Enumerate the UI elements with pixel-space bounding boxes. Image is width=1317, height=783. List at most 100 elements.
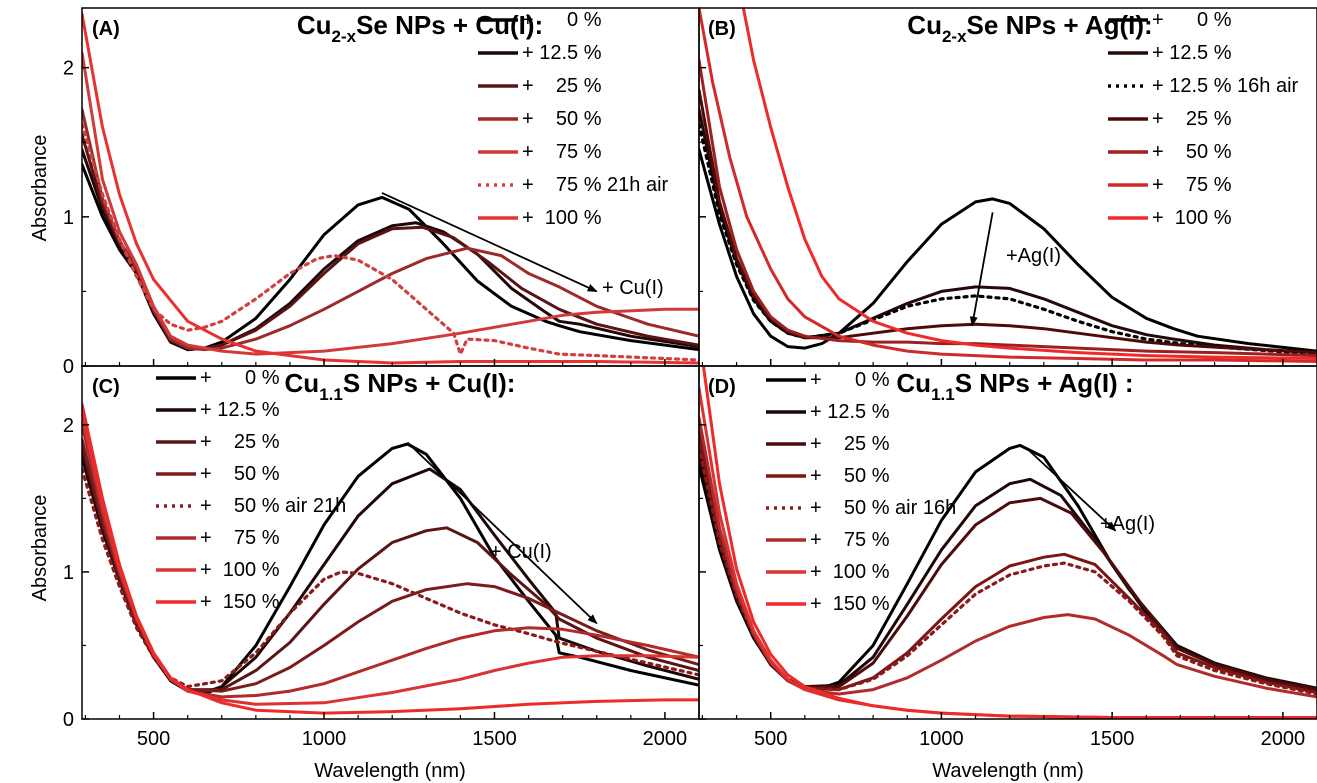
panel-title: Cu2-xSe NPs + Ag(I):: [907, 10, 1152, 46]
panel-title: Cu1.1S NPs + Cu(I):: [285, 368, 516, 404]
trend-arrow: [406, 441, 598, 625]
legend-label-6: + 100 %: [810, 561, 890, 583]
panel-letter: (C): [92, 376, 120, 398]
title-rest: S NPs + Ag(I) :: [955, 368, 1134, 398]
legend-label-5: + 75 % 21h air: [522, 174, 669, 196]
series-line-4: [699, 58, 1317, 358]
series-line-4: [82, 51, 699, 356]
x-axis-title-right: Wavelength (nm): [932, 760, 1084, 782]
legend-label-2: + 25 %: [200, 431, 280, 453]
legend-label-2: + 12.5 % 16h air: [1152, 75, 1299, 97]
y-tick-label: 1: [63, 562, 74, 584]
annotation-label: +Ag(I): [1100, 513, 1155, 535]
x-tick-label: 500: [137, 728, 170, 750]
x-tick-label: 1500: [472, 728, 517, 750]
legend-label-7: + 150 %: [810, 593, 890, 615]
panel-title: Cu2-xSe NPs + Cu(I):: [297, 10, 543, 46]
series-line-7: [82, 402, 699, 715]
panel-letter: (B): [708, 18, 736, 40]
series-line-3: [699, 88, 1317, 355]
legend-label-1: + 12.5 %: [810, 401, 890, 423]
legend-label-3: + 50 %: [810, 465, 890, 487]
trend-arrow: [1026, 447, 1117, 532]
annotation-label: + Cu(I): [490, 541, 552, 563]
y-axis-title-top: Absorbance: [29, 135, 51, 242]
legend-label-0: + 0 %: [200, 367, 280, 389]
title-main: Cu: [907, 10, 942, 40]
x-tick-label: 2000: [1261, 728, 1306, 750]
legend: + 0 % + 12.5 % + 12.5 % 16h air + 25 % + 50 …: [1108, 9, 1299, 229]
legend-label-5: + 75 %: [1152, 174, 1232, 196]
legend-label-5: + 75 %: [200, 527, 280, 549]
series-line-6: [82, 12, 699, 365]
series-group: [699, 366, 1317, 719]
legend-label-4: + 50 %: [1152, 141, 1232, 163]
legend-label-6: + 100 %: [522, 207, 602, 229]
legend: + 0 % + 12.5 % + 25 % + 50 % + 75 % + 75 % 21…: [478, 9, 669, 229]
title-rest: S NPs + Cu(I):: [343, 368, 516, 398]
y-tick-label: 2: [63, 415, 74, 437]
title-main: Cu: [285, 368, 320, 398]
series-line-3: [699, 430, 1317, 694]
x-tick-label: 1000: [919, 728, 964, 750]
series-group: [82, 402, 699, 715]
chart-panel-0: 012(A) Cu2-xSe NPs + Cu(I):+ 0 %+ 12.5 %+…: [63, 7, 700, 378]
legend-label-0: + 0 %: [810, 369, 890, 391]
legend-label-4: + 75 %: [522, 141, 602, 163]
legend-label-7: + 150 %: [200, 591, 280, 613]
trend-arrow: [381, 192, 598, 293]
legend-label-6: + 100 %: [1152, 207, 1232, 229]
series-line-4: [82, 467, 699, 689]
legend-label-0: + 0 %: [1152, 9, 1232, 31]
legend-label-4: + 50 % air 21h: [200, 495, 346, 517]
legend-label-1: + 12.5 %: [522, 42, 602, 64]
x-tick-label: 1500: [1090, 728, 1135, 750]
panel-title: Cu1.1S NPs + Ag(I) :: [896, 368, 1133, 404]
y-tick-label: 1: [63, 207, 74, 229]
y-tick-label: 0: [63, 356, 74, 378]
legend-label-2: + 25 %: [810, 433, 890, 455]
x-tick-label: 2000: [643, 728, 688, 750]
trend-arrow: [969, 212, 994, 327]
title-rest: Se NPs + Cu(I):: [356, 10, 543, 40]
series-line-5: [699, 416, 1317, 699]
annotation-label: + Cu(I): [602, 277, 664, 299]
title-main: Cu: [297, 10, 332, 40]
y-tick-label: 2: [63, 58, 74, 80]
legend-label-1: + 12.5 %: [1152, 42, 1232, 64]
series-line-6: [741, 8, 1317, 360]
panel-letter: (D): [708, 376, 736, 398]
series-line-0: [699, 148, 1317, 353]
legend-label-1: + 12.5 %: [200, 399, 280, 421]
x-tick-label: 500: [754, 728, 787, 750]
legend-label-3: + 50 %: [200, 463, 280, 485]
x-axis-title-left: Wavelength (nm): [314, 760, 466, 782]
title-subscript: 1.1: [931, 385, 955, 404]
panel-letter: (A): [92, 18, 120, 40]
legend-label-4: + 50 % air 16h: [810, 497, 956, 519]
title-subscript: 1.1: [319, 385, 343, 404]
series-line-2: [699, 122, 1317, 356]
x-tick-label: 1000: [302, 728, 347, 750]
title-main: Cu: [896, 368, 931, 398]
chart-panel-3: 500 1000 1500 2000 (D) Cu1.1S NPs + Ag(I) : + …: [698, 365, 1317, 750]
chart-panel-2: 500 1000 1500 2000 0 1 2 (C) Cu1.1S NPs + Cu(I):…: [63, 365, 700, 750]
annotation-label: +Ag(I): [1006, 245, 1061, 267]
title-rest: Se NPs + Ag(I):: [967, 10, 1153, 40]
legend-label-3: + 50 %: [522, 108, 602, 130]
legend-label-2: + 25 %: [522, 75, 602, 97]
legend: + 0 % + 12.5 % + 25 % + 50 % + 50 % air 21h +…: [156, 367, 346, 613]
legend-label-3: + 25 %: [1152, 108, 1232, 130]
legend-label-6: + 100 %: [200, 559, 280, 581]
series-line-5: [82, 122, 699, 362]
y-axis-title-bottom: Absorbance: [29, 495, 51, 602]
series-group: [82, 12, 699, 365]
title-subscript: 2-x: [332, 27, 357, 46]
plot-frame: [698, 365, 1317, 720]
legend-label-5: + 75 %: [810, 529, 890, 551]
y-tick-label: 0: [63, 709, 74, 731]
legend-label-0: + 0 %: [522, 9, 602, 31]
title-subscript: 2-x: [942, 27, 967, 46]
series-line-2: [82, 133, 699, 350]
